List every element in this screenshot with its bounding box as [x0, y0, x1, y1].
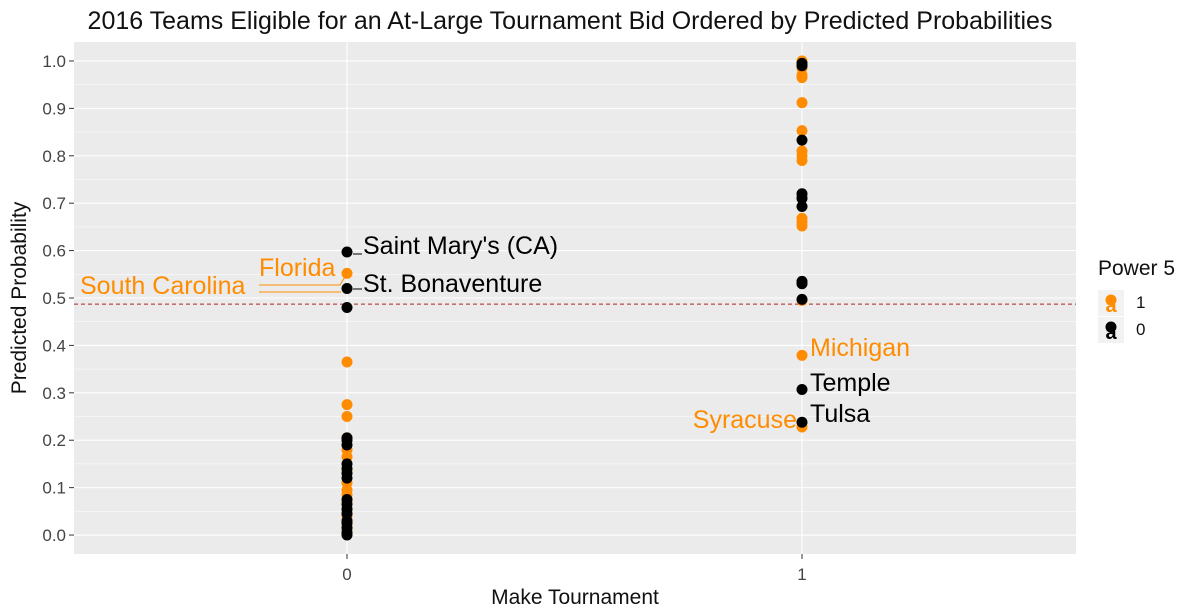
- chart-title: 2016 Teams Eligible for an At-Large Tour…: [88, 7, 1053, 35]
- legend-key-glyph: a: [1105, 322, 1117, 344]
- point-annotations: Saint Mary's (CA) St. Bonaventure Florida S…: [80, 232, 910, 434]
- y-tick-label: 0.7: [42, 194, 66, 213]
- point-label: Saint Mary's (CA): [363, 232, 558, 260]
- data-point: [796, 60, 808, 72]
- legend-label: 1: [1136, 293, 1145, 312]
- point-label: South Carolina: [80, 272, 245, 300]
- point-label: Florida: [259, 254, 336, 282]
- data-point: [341, 439, 353, 451]
- point-label: Michigan: [810, 334, 910, 362]
- data-point: [341, 283, 353, 295]
- data-point: [341, 246, 353, 258]
- legend-point: [1105, 321, 1117, 333]
- y-tick-label: 0.5: [42, 289, 66, 308]
- data-point: [341, 301, 353, 313]
- label-connectors: [259, 253, 362, 293]
- y-axis-title: Predicted Probability: [8, 201, 31, 394]
- data-point: [341, 399, 353, 411]
- y-tick-label: 0.2: [42, 431, 66, 450]
- data-point: [341, 472, 353, 484]
- grid-minor: [74, 84, 1076, 512]
- legend-title: Power 5: [1098, 257, 1175, 280]
- y-tick-label: 0.0: [42, 526, 66, 545]
- legend-key-glyph: a: [1105, 295, 1117, 317]
- legend: Power 5 a 1a 0: [1098, 257, 1175, 344]
- y-tick-label: 1.0: [42, 52, 66, 71]
- y-tick-label: 0.1: [42, 479, 66, 498]
- y-tick-label: 0.6: [42, 242, 66, 261]
- legend-label: 0: [1136, 320, 1145, 339]
- point-label: Temple: [810, 369, 891, 397]
- data-point: [796, 134, 808, 146]
- data-point: [796, 278, 808, 290]
- data-point: [796, 349, 808, 361]
- data-point: [341, 267, 353, 279]
- point-label: Tulsa: [810, 400, 870, 428]
- x-tick-label: 0: [342, 565, 351, 584]
- y-axis-ticks: 0.0 0.1 0.2 0.3 0.4 0.5 0.6 0.7 0.8 0.9 1.0: [42, 52, 74, 545]
- label-connector: [259, 274, 347, 286]
- x-axis-title: Make Tournament: [491, 586, 659, 609]
- data-point: [796, 125, 808, 137]
- data-point: [796, 383, 808, 395]
- legend-point: [1105, 294, 1117, 306]
- data-point: [796, 192, 808, 204]
- data-point: [796, 72, 808, 84]
- y-tick-label: 0.4: [42, 336, 66, 355]
- data-point: [796, 155, 808, 167]
- data-point: [796, 201, 808, 213]
- data-point: [341, 356, 353, 368]
- data-point: [796, 293, 808, 305]
- point-label: St. Bonaventure: [363, 270, 542, 298]
- y-tick-label: 0.8: [42, 147, 66, 166]
- grid-major: [74, 42, 1076, 554]
- data-point: [341, 529, 353, 541]
- data-points: [341, 55, 808, 541]
- y-tick-label: 0.9: [42, 99, 66, 118]
- x-tick-label: 1: [797, 565, 806, 584]
- data-point: [796, 220, 808, 232]
- data-point: [796, 97, 808, 109]
- data-point: [796, 416, 808, 428]
- y-tick-label: 0.3: [42, 384, 66, 403]
- data-point: [341, 411, 353, 423]
- point-label: Syracuse: [693, 406, 797, 434]
